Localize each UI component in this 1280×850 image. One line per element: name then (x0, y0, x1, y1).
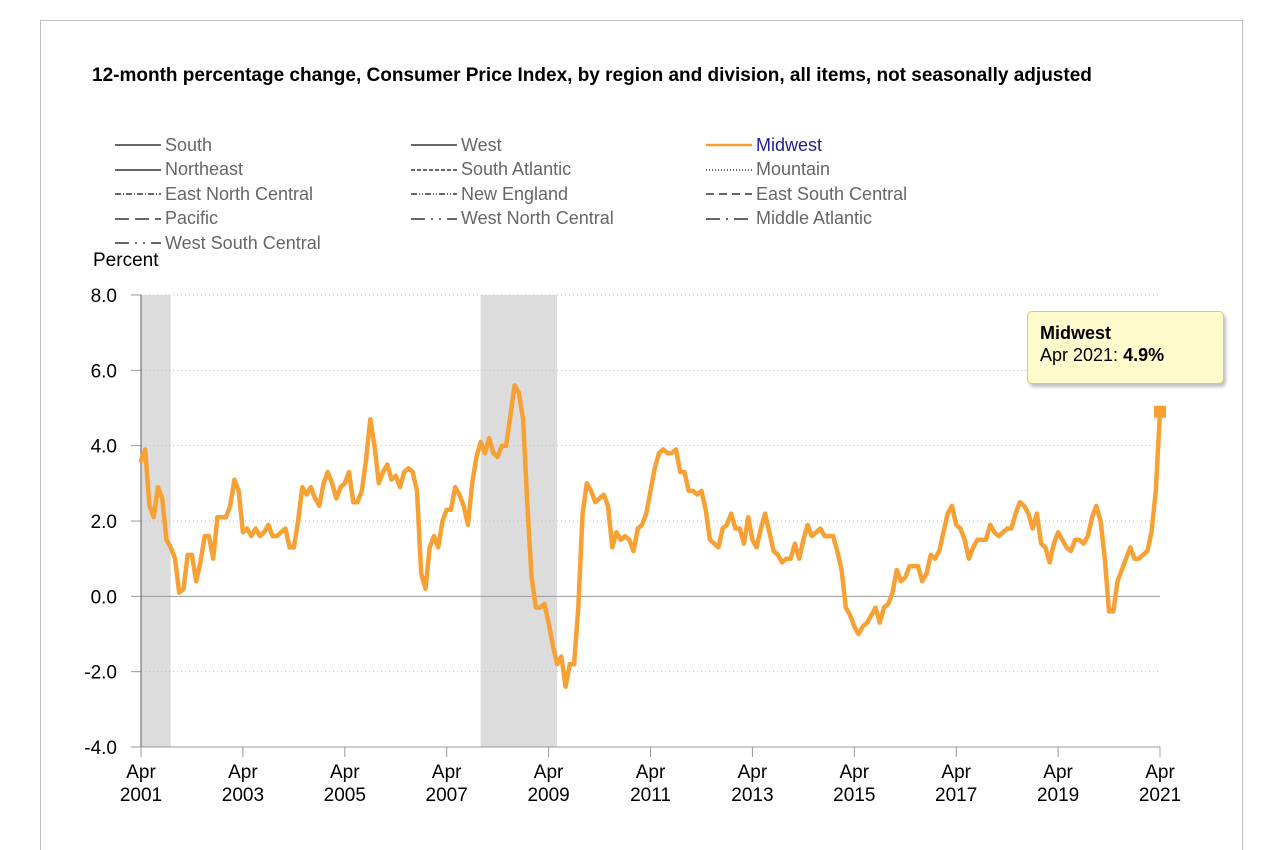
chart-title: 12-month percentage change, Consumer Pri… (92, 65, 1092, 86)
legend-item-label: West South Central (165, 232, 321, 253)
series-line-midwest[interactable] (138, 383, 1163, 689)
legend-line-swatch (706, 217, 752, 220)
legend-line-swatch (411, 193, 457, 196)
legend-item-label: East South Central (756, 183, 908, 204)
highlighted-data-point[interactable] (1154, 405, 1166, 418)
legend-item-new-england[interactable]: New England (411, 182, 568, 206)
legend-item-east-south-central[interactable]: East South Central (706, 182, 907, 206)
y-tick-label: 0.0 (91, 587, 117, 608)
legend-item-label: Northeast (165, 159, 244, 180)
legend-item-label: West North Central (461, 208, 614, 229)
tooltip-value: 4.9% (1123, 345, 1165, 365)
x-tick-label-year: 2009 (527, 785, 569, 806)
chart-frame (40, 20, 1243, 850)
x-tick-label-month: Apr (840, 762, 870, 783)
legend-item-east-north-central[interactable]: East North Central (115, 182, 313, 206)
x-tick-label-year: 2003 (222, 785, 264, 806)
x-tick-label-year: 2001 (120, 785, 162, 806)
legend-item-south[interactable]: South (115, 133, 212, 157)
legend-line-swatch (411, 217, 457, 220)
x-tick-label-year: 2011 (630, 785, 671, 806)
legend-line-swatch (115, 217, 161, 220)
legend-line-swatch (115, 193, 161, 196)
x-tick-label-month: Apr (1043, 762, 1073, 783)
legend-item-label: New England (461, 183, 569, 204)
x-tick-label-month: Apr (738, 762, 768, 783)
x-tick-label-year: 2021 (1139, 785, 1181, 806)
legend-item-label: West (461, 134, 502, 155)
x-tick-label-month: Apr (228, 762, 258, 783)
legend-line-swatch (115, 242, 161, 245)
y-tick-label: 2.0 (91, 512, 117, 533)
legend-item-label: Pacific (165, 208, 219, 229)
x-tick-label-month: Apr (941, 762, 971, 783)
tooltip-date: Apr 2021: (1040, 345, 1119, 365)
y-tick-label: -2.0 (84, 663, 117, 684)
legend-item-label: Mountain (756, 159, 831, 180)
y-tick-label: 8.0 (91, 286, 117, 307)
legend-item-northeast[interactable]: Northeast (115, 158, 243, 182)
legend-line-swatch (706, 143, 752, 147)
legend-item-middle-atlantic[interactable]: Middle Atlantic (706, 207, 872, 231)
x-tick-label-year: 2007 (426, 785, 468, 806)
legend-item-label: Middle Atlantic (756, 208, 873, 229)
legend-line-swatch (115, 144, 161, 146)
legend-item-mountain[interactable]: Mountain (706, 158, 830, 182)
legend-item-label: South Atlantic (461, 159, 572, 180)
legend-item-pacific[interactable]: Pacific (115, 207, 218, 231)
legend-item-west-north-central[interactable]: West North Central (411, 207, 614, 231)
x-tick-label-month: Apr (534, 762, 564, 783)
legend-item-south-atlantic[interactable]: South Atlantic (411, 158, 571, 182)
x-tick-label-year: 2017 (935, 785, 977, 806)
y-axis-unit-label: Percent (93, 250, 159, 271)
x-tick-label-month: Apr (432, 762, 462, 783)
legend-line-swatch (706, 193, 752, 196)
legend: South West Midwest Northeast South Atlantic M… (115, 135, 1015, 257)
y-tick-label: 6.0 (91, 361, 117, 382)
x-tick-label-year: 2013 (731, 785, 773, 806)
legend-line-swatch (411, 168, 457, 171)
legend-item-west-south-central[interactable]: West South Central (115, 231, 321, 255)
legend-line-swatch (411, 144, 457, 146)
x-tick-label-month: Apr (126, 762, 156, 783)
data-tooltip: Midwest Apr 2021: 4.9% (1027, 311, 1224, 384)
x-tick-label-year: 2005 (324, 785, 366, 806)
y-tick-label: -4.0 (84, 738, 117, 759)
x-tick-label-year: 2015 (833, 785, 875, 806)
legend-item-west[interactable]: West (411, 133, 502, 157)
legend-item-midwest[interactable]: Midwest (706, 133, 822, 157)
x-tick-label-month: Apr (636, 762, 666, 783)
legend-item-label: East North Central (165, 183, 314, 204)
x-tick-label-year: 2019 (1037, 785, 1079, 806)
y-tick-label: 4.0 (91, 437, 117, 458)
legend-item-label: Midwest (756, 134, 823, 155)
legend-line-swatch (115, 168, 161, 171)
x-tick-label-month: Apr (330, 762, 360, 783)
tooltip-series-name: Midwest (1040, 323, 1112, 343)
x-tick-label-month: Apr (1145, 762, 1175, 783)
legend-item-label: South (165, 134, 213, 155)
